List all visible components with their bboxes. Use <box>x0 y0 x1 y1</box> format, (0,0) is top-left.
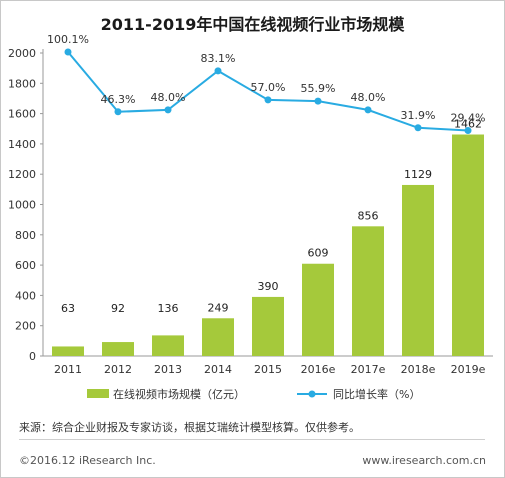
y-tick-label: 0 <box>29 350 36 363</box>
y-tick-label: 800 <box>15 229 36 242</box>
growth-rate-label: 55.9% <box>301 82 336 95</box>
y-tick-label: 1000 <box>8 199 36 212</box>
x-tick-label: 2016e <box>301 363 336 376</box>
growth-rate-point <box>364 106 372 114</box>
bar-value-label: 609 <box>308 247 329 260</box>
x-tick-label: 2013 <box>154 363 182 376</box>
growth-rate-point <box>464 127 472 135</box>
x-tick-label: 2015 <box>254 363 282 376</box>
growth-rate-label: 31.9% <box>401 109 436 122</box>
bar-value-label: 856 <box>358 209 379 222</box>
bar <box>202 318 234 356</box>
bar <box>352 226 384 356</box>
legend-bar-label: 在线视频市场规模（亿元） <box>113 387 245 401</box>
growth-rate-label: 29.4% <box>451 112 486 125</box>
bar-value-label: 390 <box>258 280 279 293</box>
x-tick-label: 2014 <box>204 363 232 376</box>
chart-title: 2011-2019年中国在线视频行业市场规模 <box>100 15 405 34</box>
y-tick-label: 400 <box>15 289 36 302</box>
growth-rate-point <box>214 67 222 75</box>
bar-value-label: 92 <box>111 302 125 315</box>
y-tick-label: 1800 <box>8 77 36 90</box>
y-tick-label: 1400 <box>8 138 36 151</box>
x-tick-label: 2011 <box>54 363 82 376</box>
legend-line-label: 同比增长率（%） <box>333 387 420 401</box>
growth-rate-label: 100.1% <box>47 33 89 46</box>
growth-rate-label: 57.0% <box>251 81 286 94</box>
website-text: www.iresearch.com.cn <box>362 454 486 467</box>
y-tick-label: 600 <box>15 259 36 272</box>
bar-value-label: 1129 <box>404 168 432 181</box>
x-tick-label: 2017e <box>351 363 386 376</box>
source-note: 来源：综合企业财报及专家访谈，根据艾瑞统计模型核算。仅供参考。 <box>19 421 360 434</box>
x-tick-label: 2019e <box>451 363 486 376</box>
x-tick-label: 2012 <box>104 363 132 376</box>
growth-rate-point <box>164 106 172 114</box>
bar <box>152 335 184 356</box>
bar <box>452 134 484 356</box>
growth-rate-label: 46.3% <box>101 93 136 106</box>
growth-rate-point <box>414 124 422 132</box>
bar-value-label: 249 <box>208 301 229 314</box>
bar-value-label: 136 <box>158 302 179 315</box>
growth-rate-point <box>264 96 272 104</box>
bar <box>302 263 334 356</box>
bar <box>402 184 434 356</box>
growth-rate-label: 83.1% <box>201 52 236 65</box>
growth-rate-point <box>64 48 72 56</box>
bar <box>252 296 284 356</box>
y-tick-label: 2000 <box>8 47 36 60</box>
y-tick-label: 1200 <box>8 168 36 181</box>
copyright-text: ©2016.12 iResearch Inc. <box>19 454 156 467</box>
bar <box>52 346 84 356</box>
bar <box>102 342 134 356</box>
x-tick-label: 2018e <box>401 363 436 376</box>
growth-rate-point <box>314 97 322 105</box>
bar-value-label: 63 <box>61 302 75 315</box>
legend-bar-swatch <box>87 389 109 398</box>
legend-line-marker <box>308 390 316 398</box>
bar-value-label: 1462 <box>454 118 482 131</box>
growth-rate-point <box>114 108 122 116</box>
y-tick-label: 200 <box>15 320 36 333</box>
growth-rate-label: 48.0% <box>151 91 186 104</box>
growth-rate-label: 48.0% <box>351 91 386 104</box>
footer-divider <box>19 439 485 440</box>
y-tick-label: 1600 <box>8 108 36 121</box>
